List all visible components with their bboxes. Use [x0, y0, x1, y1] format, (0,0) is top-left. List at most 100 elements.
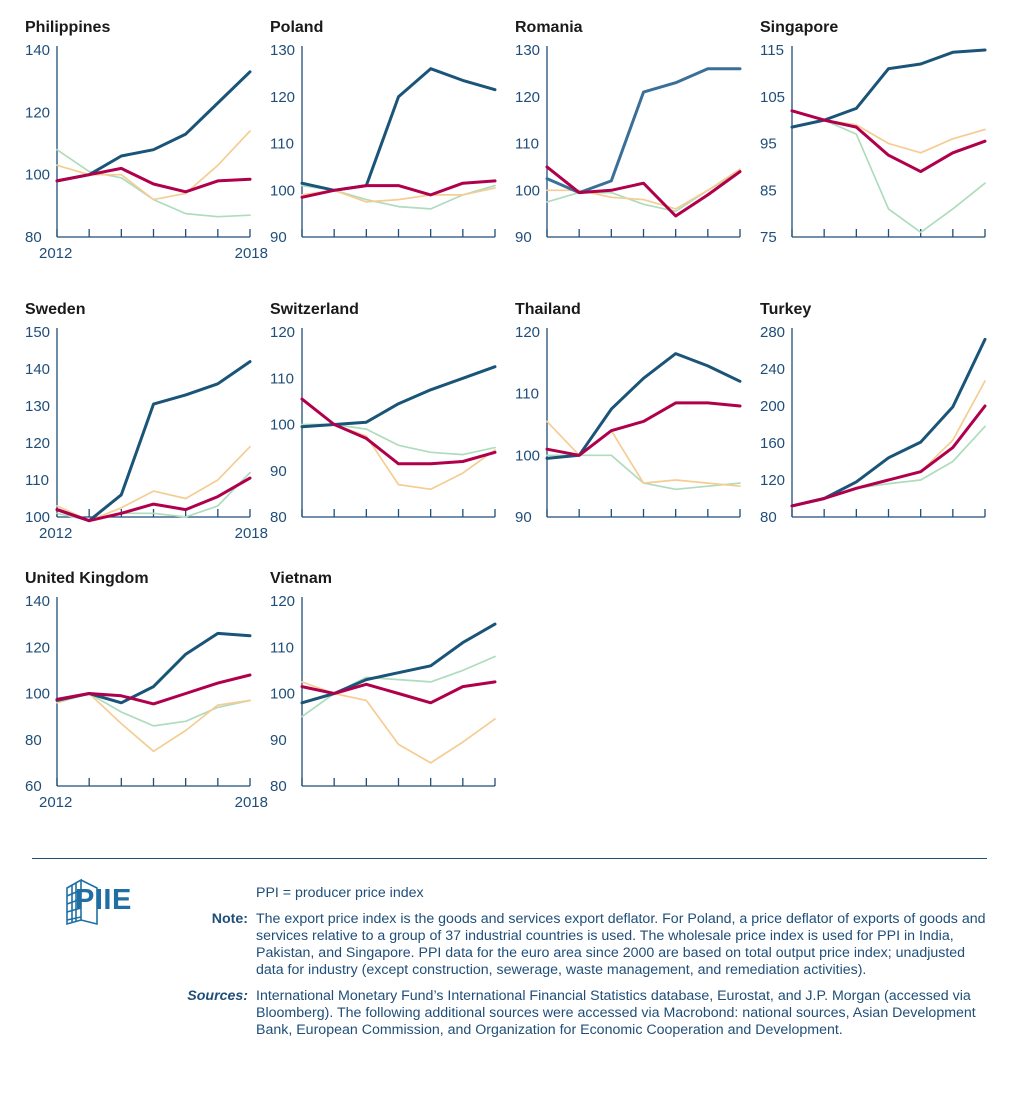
y-tick-label: 120: [515, 89, 540, 106]
panel-title: United Kingdom: [25, 570, 149, 587]
y-tick-label: 120: [515, 324, 540, 341]
y-tick-label: 115: [760, 42, 784, 59]
y-tick-label: 120: [270, 593, 295, 610]
y-tick-label: 280: [760, 324, 785, 341]
series-line: [300, 67, 497, 192]
note-label: Note:: [211, 911, 248, 927]
y-tick-label: 95: [760, 136, 777, 153]
panel-title: Poland: [270, 19, 323, 36]
panel-title: Switzerland: [270, 301, 359, 318]
y-tick-label: 110: [515, 136, 539, 153]
small-multiples-charts: Philippines 80 100 120 140 2012 2018 Poland 90 10…: [25, 19, 987, 811]
definition-text: PPI = producer price index: [256, 885, 424, 901]
note-text: The export price index is the goods and …: [256, 911, 986, 978]
y-tick-label: 160: [760, 435, 785, 452]
panel-title: Philippines: [25, 19, 110, 36]
y-tick-label: 100: [515, 447, 540, 464]
chart-panel: Sweden 100 110 120 130 140 150 2012 2018: [25, 301, 268, 542]
chart-panel: Switzerland 80 90 100 110 120: [270, 301, 497, 526]
series-line: [301, 423, 496, 491]
series-line: [791, 109, 986, 154]
chart-panel: Poland 90 100 110 120 130: [270, 19, 497, 246]
series-line: [790, 48, 987, 129]
y-tick-label: 90: [270, 463, 287, 480]
y-tick-label: 130: [25, 398, 50, 415]
y-tick-label: 90: [515, 509, 532, 526]
y-tick-label: 110: [270, 370, 294, 387]
chart-panel: Turkey 80 120 160 200 240 280: [760, 301, 987, 526]
sources-row: Sources: International Monetary Fund’s I…: [160, 988, 990, 1039]
footer-divider: [32, 858, 987, 859]
y-tick-label: 100: [25, 686, 50, 703]
y-tick-label: 130: [270, 42, 295, 59]
series-line: [791, 425, 986, 507]
y-tick-label: 90: [270, 732, 287, 749]
series-line: [55, 673, 252, 706]
y-tick-label: 200: [760, 398, 785, 415]
series-line: [300, 179, 497, 199]
y-tick-label: 80: [25, 732, 42, 749]
panel-title: Turkey: [760, 301, 811, 318]
footer-notes: PPI = producer price index Note: The exp…: [160, 885, 990, 1048]
y-tick-label: 120: [25, 104, 50, 121]
y-tick-label: 60: [25, 778, 42, 795]
series-line: [791, 109, 986, 234]
y-tick-label: 100: [25, 509, 50, 526]
y-tick-label: 110: [270, 639, 294, 656]
y-tick-label: 85: [760, 182, 777, 199]
series-line: [56, 692, 251, 727]
panel-title: Romania: [515, 19, 583, 36]
y-tick-label: 120: [25, 435, 50, 452]
series-line: [545, 165, 742, 218]
series-line: [56, 471, 251, 522]
series-line: [790, 109, 987, 174]
x-tick-label: 2012: [39, 794, 72, 811]
y-tick-label: 90: [515, 229, 532, 246]
x-tick-label: 2018: [235, 525, 268, 542]
sources-label: Sources:: [187, 988, 248, 1004]
y-tick-label: 80: [25, 229, 42, 246]
y-tick-label: 100: [25, 167, 50, 184]
y-tick-label: 75: [760, 229, 777, 246]
panel-title: Vietnam: [270, 570, 332, 587]
chart-panel: Thailand 90 100 110 120: [515, 301, 742, 526]
y-tick-label: 120: [25, 639, 50, 656]
series-line: [790, 404, 987, 508]
series-line: [545, 401, 742, 457]
y-tick-label: 100: [270, 182, 295, 199]
y-tick-label: 100: [270, 686, 295, 703]
series-line: [300, 680, 497, 705]
chart-panel: Philippines 80 100 120 140 2012 2018: [25, 19, 268, 262]
note-row: Note: The export price index is the good…: [160, 911, 990, 979]
y-tick-label: 120: [270, 324, 295, 341]
chart-panel: Romania 90 100 110 120 130: [515, 19, 742, 246]
chart-panel: United Kingdom 60 80 100 120 140 2012 2018: [25, 570, 268, 811]
series-line: [546, 168, 741, 210]
panel-title: Singapore: [760, 19, 838, 36]
series-line: [300, 397, 497, 466]
y-tick-label: 100: [270, 417, 295, 434]
y-tick-label: 150: [25, 324, 50, 341]
x-tick-label: 2018: [235, 245, 268, 262]
y-tick-label: 90: [270, 229, 287, 246]
chart-panel: Singapore 75 85 95 105 115: [760, 19, 987, 246]
series-line: [55, 631, 252, 705]
series-line: [55, 360, 252, 523]
series-line: [300, 365, 497, 429]
series-line: [55, 166, 252, 194]
panel-title: Sweden: [25, 301, 85, 318]
y-tick-label: 110: [515, 386, 539, 403]
definition-row: PPI = producer price index: [160, 885, 990, 902]
y-tick-label: 120: [270, 89, 295, 106]
series-line: [545, 352, 742, 460]
x-tick-label: 2012: [39, 525, 72, 542]
y-tick-label: 140: [25, 361, 50, 378]
y-tick-label: 80: [760, 509, 777, 526]
x-tick-label: 2018: [235, 794, 268, 811]
y-tick-label: 140: [25, 42, 50, 59]
chart-panel: Vietnam 80 90 100 110 120: [270, 570, 497, 795]
y-tick-label: 110: [25, 472, 49, 489]
series-line: [300, 622, 497, 705]
y-tick-label: 100: [515, 182, 540, 199]
series-line: [545, 67, 742, 195]
